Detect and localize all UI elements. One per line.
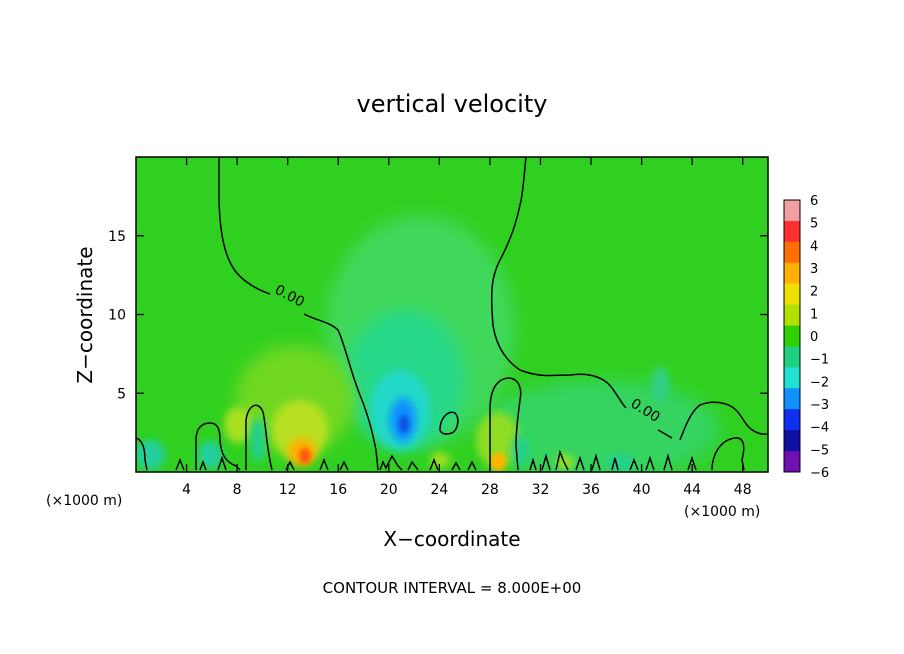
x-tick-label: 28 bbox=[481, 482, 499, 498]
x-tick-label: 12 bbox=[279, 482, 297, 498]
x-tick-label: 8 bbox=[233, 482, 242, 498]
contour-interval-note: CONTOUR INTERVAL = 8.000E+00 bbox=[323, 579, 582, 597]
contour-left-bump-2 bbox=[245, 404, 273, 471]
x-tick-label: 24 bbox=[430, 482, 448, 498]
colorbar-swatch bbox=[784, 367, 800, 389]
right-weak-neg bbox=[480, 380, 720, 472]
colorbar-swatch bbox=[784, 262, 800, 285]
colorbar-swatch bbox=[784, 283, 800, 306]
updraft-max bbox=[299, 448, 311, 464]
colorbar-swatch bbox=[784, 241, 800, 264]
x-tick-label: 20 bbox=[380, 482, 398, 498]
x-tick-label: 16 bbox=[329, 482, 347, 498]
colorbar-swatch bbox=[784, 200, 800, 222]
colorbar-swatch bbox=[784, 346, 800, 368]
x-axis: 4 8 12 16 20 24 28 32 36 40 44 48 bbox=[182, 157, 752, 498]
contour-left-bump-1 bbox=[195, 422, 241, 471]
contour-left-edge bbox=[136, 437, 148, 471]
chart-title: vertical velocity bbox=[357, 90, 548, 118]
surface-neg-4 bbox=[512, 434, 528, 466]
contour-right-lower bbox=[711, 437, 745, 471]
colorbar-swatch bbox=[784, 220, 800, 243]
contour-mid-bump bbox=[489, 377, 522, 471]
colorbar-label: 3 bbox=[810, 262, 818, 277]
y-tick-label: 15 bbox=[108, 229, 126, 245]
colorbar-label: 6 bbox=[810, 194, 818, 209]
x-tick-label: 44 bbox=[683, 482, 701, 498]
x-tick-label: 48 bbox=[734, 482, 752, 498]
y-axis-label: Z−coordinate bbox=[73, 246, 97, 383]
colorbar-label: −3 bbox=[810, 398, 829, 413]
contour-right-bump bbox=[679, 401, 768, 441]
colorbar-label: 4 bbox=[810, 239, 818, 254]
contour-small-loop bbox=[439, 411, 459, 435]
downdraft-center bbox=[399, 415, 409, 433]
colorbar: 6 5 4 3 2 1 0 −1 −2 −3 −4 −5 −6 bbox=[783, 194, 829, 481]
x-axis-label: X−coordinate bbox=[383, 527, 520, 551]
surface-neg-3 bbox=[250, 418, 266, 462]
y-tick-label: 5 bbox=[117, 386, 126, 402]
colorbar-swatch bbox=[784, 388, 800, 410]
y-tick-label: 10 bbox=[108, 308, 126, 324]
updraft-2-core bbox=[490, 453, 506, 471]
x-tick-label: 32 bbox=[532, 482, 550, 498]
contour-left-main bbox=[218, 157, 379, 471]
colorbar-label: 1 bbox=[810, 307, 818, 322]
surface-neg-2 bbox=[198, 441, 222, 469]
colorbar-swatch bbox=[784, 430, 800, 452]
colorbar-label: 0 bbox=[810, 330, 818, 345]
updraft-2-broad bbox=[476, 412, 520, 468]
y-axis: 5 10 15 bbox=[108, 229, 768, 402]
colorbar-swatch bbox=[784, 451, 800, 473]
colorbar-swatch bbox=[784, 304, 800, 327]
updraft-left-small bbox=[224, 407, 252, 443]
surface-neg-5 bbox=[606, 454, 634, 470]
right-small-neg bbox=[651, 367, 669, 403]
colorbar-label: −1 bbox=[810, 353, 829, 368]
surface-pos-2 bbox=[556, 455, 574, 469]
x-tick-label: 4 bbox=[182, 482, 191, 498]
plot-area: 0.00 0.00 bbox=[136, 157, 768, 472]
contour-surface-noise bbox=[175, 449, 697, 471]
x-tick-label: 36 bbox=[582, 482, 600, 498]
colorbar-label: 5 bbox=[810, 217, 818, 232]
colorbar-swatch bbox=[784, 409, 800, 431]
colorbar-swatch bbox=[784, 325, 800, 347]
x-unit-left: (×1000 m) bbox=[46, 493, 122, 509]
x-unit-right: (×1000 m) bbox=[684, 504, 760, 520]
zero-contours bbox=[136, 157, 768, 471]
x-tick-label: 40 bbox=[633, 482, 651, 498]
colorbar-label: −5 bbox=[810, 443, 829, 458]
contour-right-main bbox=[490, 157, 673, 439]
surface-neg-1 bbox=[136, 440, 165, 470]
colorbar-label: 2 bbox=[810, 285, 818, 300]
colorbar-label: −6 bbox=[810, 466, 829, 481]
colorbar-label: −4 bbox=[810, 421, 829, 436]
colorbar-label: −2 bbox=[810, 375, 829, 390]
colorbar-frame bbox=[783, 199, 801, 473]
